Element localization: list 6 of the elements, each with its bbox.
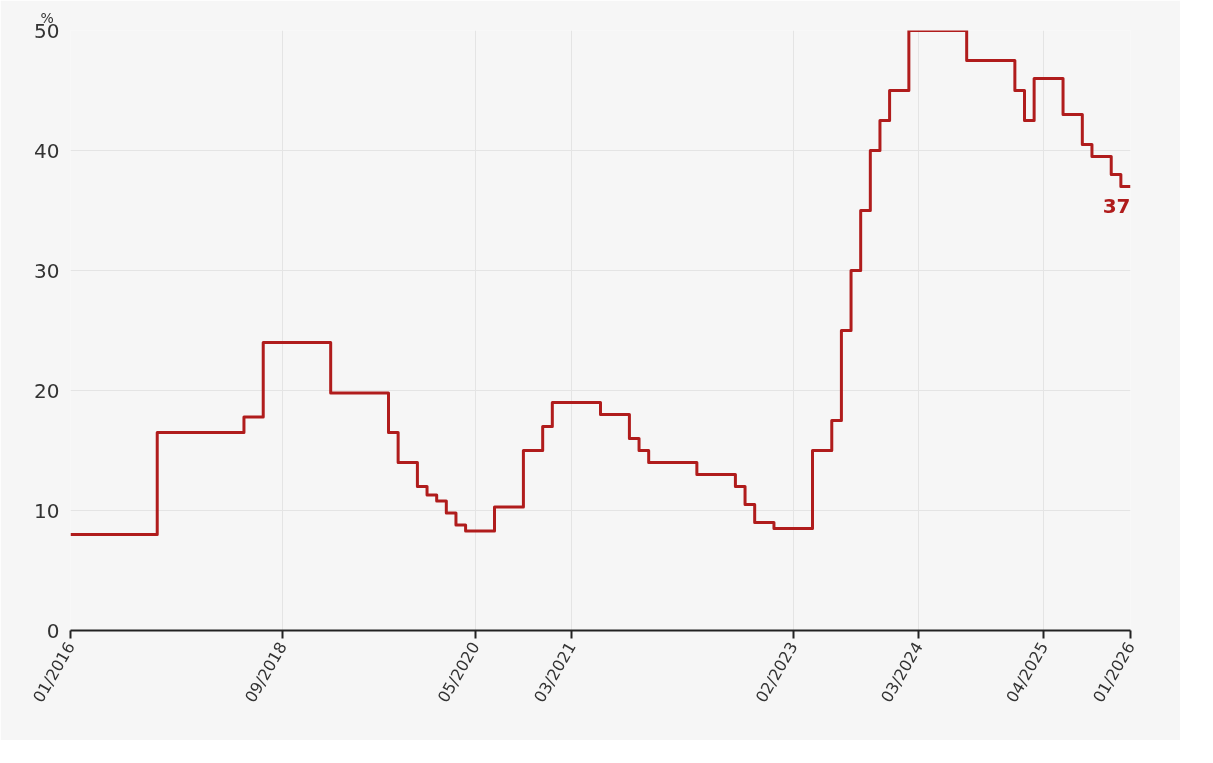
y-tick-label: 20 <box>34 378 60 403</box>
annotation: 37 <box>1102 193 1131 218</box>
y-tick-label: 10 <box>34 498 60 523</box>
y-tick-label: 0 <box>46 618 60 643</box>
y-tick-label: 30 <box>34 258 60 283</box>
y-tick-label: 40 <box>34 138 60 163</box>
